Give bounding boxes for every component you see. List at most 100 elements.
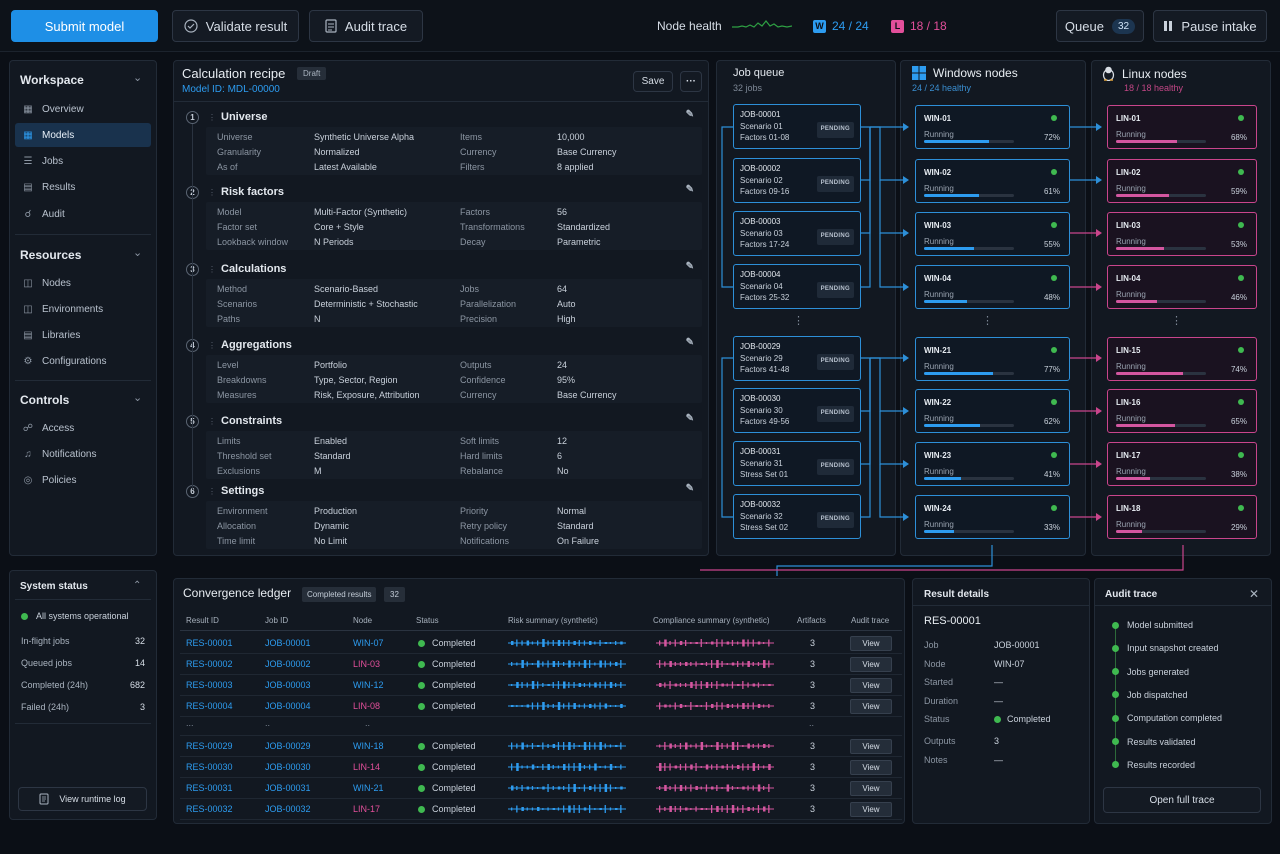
sidebar-item-policies[interactable]: ◎ Policies xyxy=(15,469,151,493)
node-card-win-01[interactable]: WIN-01 Running 72% xyxy=(915,105,1070,149)
node-link[interactable]: WIN-21 xyxy=(353,783,384,793)
node-card-lin-16[interactable]: LIN-16 Running 65% xyxy=(1107,389,1257,433)
chevron-down-icon[interactable]: ⌄ xyxy=(133,72,143,84)
audit-trace-button[interactable]: Audit trace xyxy=(309,10,423,42)
table-row[interactable]: RES-00002 JOB-00002 LIN-03 Completed 3 View xyxy=(180,654,902,675)
job-id-link[interactable]: JOB-00001 xyxy=(265,638,311,648)
table-row[interactable]: RES-00003 JOB-00003 WIN-12 Completed 3 View xyxy=(180,675,902,696)
sidebar-item-libraries[interactable]: ▤ Libraries xyxy=(15,324,151,348)
result-id-link[interactable]: RES-00004 xyxy=(186,701,233,711)
job-card[interactable]: JOB-00030 Scenario 30 Factors 49-56 PENDING xyxy=(733,388,861,433)
node-link[interactable]: WIN-07 xyxy=(353,638,384,648)
node-link[interactable]: WIN-18 xyxy=(353,741,384,751)
view-button[interactable]: View xyxy=(850,636,892,651)
node-card-lin-18[interactable]: LIN-18 Running 29% xyxy=(1107,495,1257,539)
edit-pencil-icon[interactable]: ✎ xyxy=(685,184,694,195)
node-card-win-04[interactable]: WIN-04 Running 48% xyxy=(915,265,1070,309)
view-button[interactable]: View xyxy=(850,678,892,693)
edit-pencil-icon[interactable]: ✎ xyxy=(685,261,694,272)
pause-intake-button[interactable]: Pause intake xyxy=(1153,10,1267,42)
table-row[interactable]: RES-00004 JOB-00004 LIN-08 Completed 3 View xyxy=(180,696,902,717)
table-row[interactable]: RES-00030 JOB-00030 LIN-14 Completed 3 View xyxy=(180,757,902,778)
edit-pencil-icon[interactable]: ✎ xyxy=(685,109,694,120)
view-runtime-log-button[interactable]: View runtime log xyxy=(18,787,147,811)
node-card-lin-15[interactable]: LIN-15 Running 74% xyxy=(1107,337,1257,381)
node-link[interactable]: LIN-14 xyxy=(353,762,381,772)
drag-handle-icon[interactable]: ⋮ xyxy=(208,340,216,350)
job-id-link[interactable]: JOB-00030 xyxy=(265,762,311,772)
result-id-link[interactable]: RES-00032 xyxy=(186,804,233,814)
job-id-link[interactable]: JOB-00032 xyxy=(265,804,311,814)
open-full-trace-button[interactable]: Open full trace xyxy=(1103,787,1261,813)
view-button[interactable]: View xyxy=(850,699,892,714)
node-card-lin-17[interactable]: LIN-17 Running 38% xyxy=(1107,442,1257,486)
job-id-link[interactable]: JOB-00029 xyxy=(265,741,311,751)
result-id-link[interactable]: RES-00002 xyxy=(186,659,233,669)
drag-handle-icon[interactable]: ⋮ xyxy=(208,486,216,496)
node-card-win-03[interactable]: WIN-03 Running 55% xyxy=(915,212,1070,256)
view-button[interactable]: View xyxy=(850,760,892,775)
sidebar-item-nodes[interactable]: ◫ Nodes xyxy=(15,271,151,295)
job-card[interactable]: JOB-00004 Scenario 04 Factors 25-32 PENDING xyxy=(733,264,861,309)
sidebar-item-audit[interactable]: ☌ Audit xyxy=(15,202,151,226)
job-card[interactable]: JOB-00032 Scenario 32 Stress Set 02 PENDING xyxy=(733,494,861,539)
result-id-link[interactable]: RES-00029 xyxy=(186,741,233,751)
sidebar-item-access[interactable]: ☍ Access xyxy=(15,416,151,440)
edit-pencil-icon[interactable]: ✎ xyxy=(685,413,694,424)
result-id-link[interactable]: RES-00003 xyxy=(186,680,233,690)
job-card[interactable]: JOB-00029 Scenario 29 Factors 41-48 PENDING xyxy=(733,336,861,381)
node-card-win-24[interactable]: WIN-24 Running 33% xyxy=(915,495,1070,539)
result-id-link[interactable]: RES-00001 xyxy=(186,638,233,648)
node-card-lin-02[interactable]: LIN-02 Running 59% xyxy=(1107,159,1257,203)
table-row[interactable]: RES-00029 JOB-00029 WIN-18 Completed 3 View xyxy=(180,736,902,757)
view-button[interactable]: View xyxy=(850,802,892,817)
result-id-link[interactable]: RES-00031 xyxy=(186,783,233,793)
sidebar-item-models[interactable]: ▦ Models xyxy=(15,123,151,148)
node-card-win-02[interactable]: WIN-02 Running 61% xyxy=(915,159,1070,203)
node-link[interactable]: LIN-17 xyxy=(353,804,381,814)
node-link[interactable]: LIN-03 xyxy=(353,659,381,669)
table-row[interactable]: RES-00032 JOB-00032 LIN-17 Completed 3 View xyxy=(180,799,902,820)
chevron-up-icon[interactable]: ⌃ xyxy=(133,580,142,591)
view-button[interactable]: View xyxy=(850,657,892,672)
sidebar-item-overview[interactable]: ▦ Overview xyxy=(15,97,151,121)
save-button[interactable]: Save xyxy=(633,71,673,92)
submit-model-button[interactable]: Submit model xyxy=(11,10,158,42)
node-card-win-22[interactable]: WIN-22 Running 62% xyxy=(915,389,1070,433)
table-row[interactable]: RES-00001 JOB-00001 WIN-07 Completed 3 View xyxy=(180,633,902,654)
drag-handle-icon[interactable]: ⋮ xyxy=(208,187,216,197)
node-card-win-23[interactable]: WIN-23 Running 41% xyxy=(915,442,1070,486)
queue-button[interactable]: Queue 32 xyxy=(1056,10,1144,42)
node-card-lin-03[interactable]: LIN-03 Running 53% xyxy=(1107,212,1257,256)
job-id-link[interactable]: JOB-00031 xyxy=(265,783,311,793)
job-card[interactable]: JOB-00031 Scenario 31 Stress Set 01 PENDING xyxy=(733,441,861,486)
chevron-down-icon[interactable]: ⌄ xyxy=(133,247,143,259)
more-options-button[interactable]: ··· xyxy=(680,71,702,92)
view-button[interactable]: View xyxy=(850,739,892,754)
job-card[interactable]: JOB-00003 Scenario 03 Factors 17-24 PENDING xyxy=(733,211,861,256)
sidebar-item-configurations[interactable]: ⚙ Configurations xyxy=(15,350,151,374)
drag-handle-icon[interactable]: ⋮ xyxy=(208,112,216,122)
sidebar-item-notifications[interactable]: ♫ Notifications xyxy=(15,442,151,466)
node-card-win-21[interactable]: WIN-21 Running 77% xyxy=(915,337,1070,381)
job-card[interactable]: JOB-00002 Scenario 02 Factors 09-16 PENDING xyxy=(733,158,861,203)
table-row[interactable]: RES-00031 JOB-00031 WIN-21 Completed 3 View xyxy=(180,778,902,799)
job-id-link[interactable]: JOB-00004 xyxy=(265,701,311,711)
close-icon[interactable]: ✕ xyxy=(1249,587,1260,601)
node-link[interactable]: WIN-12 xyxy=(353,680,384,690)
sidebar-item-jobs[interactable]: ☰ Jobs xyxy=(15,150,151,174)
edit-pencil-icon[interactable]: ✎ xyxy=(685,337,694,348)
view-button[interactable]: View xyxy=(850,781,892,796)
result-id-link[interactable]: RES-00030 xyxy=(186,762,233,772)
sidebar-item-environments[interactable]: ◫ Environments xyxy=(15,297,151,321)
job-card[interactable]: JOB-00001 Scenario 01 Factors 01-08 PENDING xyxy=(733,104,861,149)
node-card-lin-01[interactable]: LIN-01 Running 68% xyxy=(1107,105,1257,149)
chevron-down-icon[interactable]: ⌄ xyxy=(133,392,143,404)
drag-handle-icon[interactable]: ⋮ xyxy=(208,264,216,274)
validate-result-button[interactable]: Validate result xyxy=(172,10,299,42)
node-link[interactable]: LIN-08 xyxy=(353,701,381,711)
drag-handle-icon[interactable]: ⋮ xyxy=(208,416,216,426)
sidebar-item-results[interactable]: ▤ Results xyxy=(15,176,151,200)
job-id-link[interactable]: JOB-00003 xyxy=(265,680,311,690)
node-card-lin-04[interactable]: LIN-04 Running 46% xyxy=(1107,265,1257,309)
